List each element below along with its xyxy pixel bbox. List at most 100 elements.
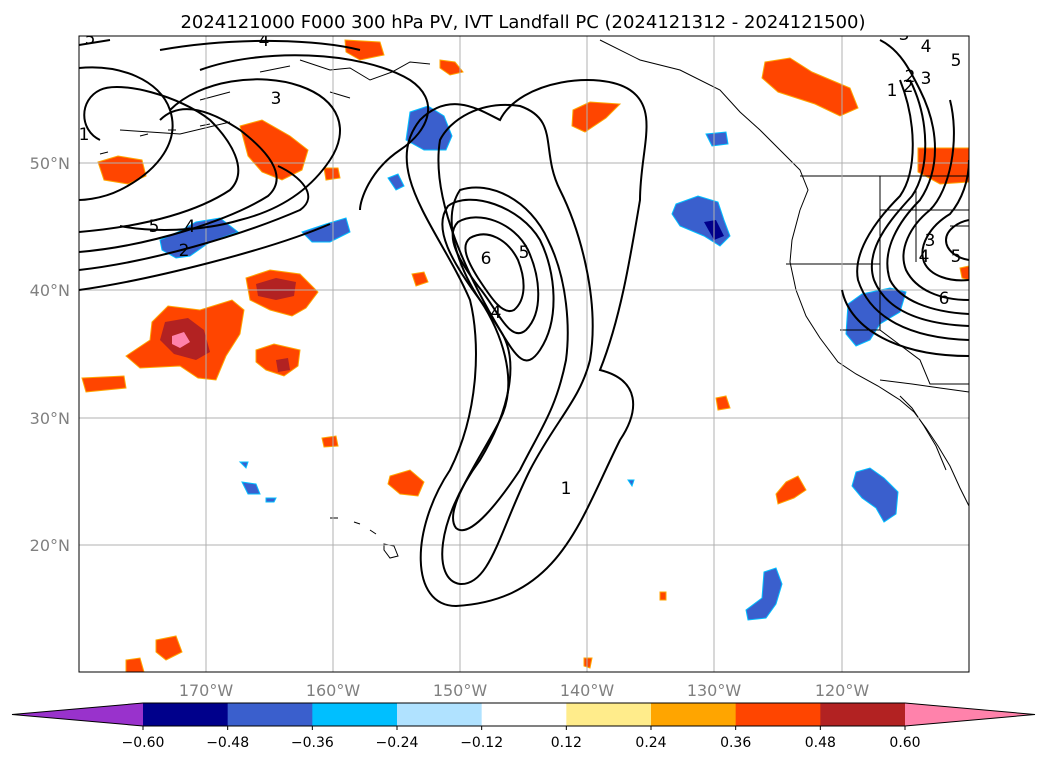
pv-positive-patch <box>387 469 425 497</box>
lon-tick-label: 140°W <box>560 681 615 700</box>
coastlines <box>99 39 969 559</box>
map-frame <box>78 35 970 673</box>
alaska-coast <box>119 59 431 135</box>
contour-label: 4 <box>921 37 932 57</box>
contour-label: 2 <box>905 67 916 87</box>
contour-line <box>944 219 969 261</box>
contour-line <box>79 223 331 291</box>
pv-positive-patch <box>761 57 859 117</box>
contour-label: 4 <box>259 31 270 51</box>
contour-label: 4 <box>919 247 930 267</box>
contour-line <box>451 216 540 335</box>
lon-tick-label: 150°W <box>433 681 488 700</box>
pv-positive-patch <box>155 635 183 661</box>
contour-label: 5 <box>951 247 962 267</box>
pv-positive-patch <box>571 101 622 133</box>
pv-negative-patch <box>851 467 899 523</box>
colorbar-tick-label: −0.24 <box>376 735 419 751</box>
lat-tick-label: 40°N <box>30 281 70 300</box>
contour-label: 2 <box>903 77 914 97</box>
contour-label: 3 <box>271 89 282 109</box>
pv-negative-patch <box>705 131 729 147</box>
lat-tick-label: 30°N <box>30 409 70 428</box>
pv-positive-patch <box>659 591 667 601</box>
lat-tick-labels: 20°N 30°N 40°N 50°N <box>30 154 70 555</box>
chart-title: 2024121000 F000 300 hPa PV, IVT Landfall… <box>180 12 865 33</box>
colorbar-tick-label: −0.36 <box>291 735 334 751</box>
contour-label: 5 <box>951 51 962 71</box>
us-mexico-border <box>879 379 969 393</box>
colorbar-tick-label: 0.60 <box>889 735 920 751</box>
contour-label: 3 <box>925 231 936 251</box>
contour-label: 2 <box>179 241 190 261</box>
alaska-panhandle-coast <box>599 39 809 211</box>
colorbar-bin <box>143 703 229 726</box>
lon-tick-label: 160°W <box>306 681 361 700</box>
contour-line <box>159 39 361 51</box>
contour-line <box>79 66 174 201</box>
pv-negative-patch <box>627 479 635 488</box>
colorbar: −0.60 −0.48 −0.36 −0.24 −0.12 0.12 0.24 0.36 0.4… <box>11 702 1036 751</box>
contour-line <box>79 165 310 271</box>
baja-coast <box>899 395 947 471</box>
pv-positive-patch <box>321 435 339 448</box>
contour-line <box>405 79 648 608</box>
colorbar-tick-label: 0.48 <box>805 735 836 751</box>
lon-tick-labels: 170°W 160°W 150°W 140°W 130°W 120°W <box>179 681 870 700</box>
colorbar-bin <box>566 703 652 726</box>
pv-positive-patch <box>344 39 385 61</box>
pv-positive-patch <box>715 395 731 411</box>
pv-peak-positive-core <box>172 332 190 348</box>
contour-line <box>79 39 111 46</box>
pv-positive-patch <box>775 475 807 505</box>
contour-label: 3 <box>899 25 910 45</box>
colorbar-bin <box>227 703 313 726</box>
hawaii-islands <box>330 517 399 559</box>
colorbar-extend-high <box>905 703 1035 726</box>
pv-negative-patch <box>387 173 405 191</box>
pv-positive-patch <box>125 657 145 672</box>
pv-strong-positive-core <box>276 358 290 372</box>
pv-negative-patch <box>265 497 277 503</box>
contour-line <box>879 39 969 315</box>
contour-label: 5 <box>149 217 160 237</box>
pv-positive-patch <box>583 657 593 669</box>
colorbar-bin <box>735 703 821 726</box>
gridlines <box>79 36 969 672</box>
lon-tick-label: 170°W <box>179 681 234 700</box>
contour-line <box>79 108 278 253</box>
pv-negative-patch <box>238 461 249 469</box>
contour-line <box>464 233 525 313</box>
lon-tick-label: 120°W <box>815 681 870 700</box>
pv-positive-patch <box>959 265 969 281</box>
pv-positive-patch <box>81 375 127 393</box>
contour-labels: 5 4 3 2 1 6 5 4 3 1 5 4 2 3 4 5 6 3 2 1 <box>79 25 962 499</box>
pv-positive-patch <box>239 119 309 181</box>
contour-line <box>870 79 969 327</box>
contour-line <box>856 79 969 341</box>
contour-label: 6 <box>481 249 492 269</box>
north-america-west-coast <box>789 209 969 507</box>
contour-label: 4 <box>185 217 196 237</box>
contour-line <box>79 86 240 233</box>
lat-tick-label: 20°N <box>30 536 70 555</box>
pv-positive-patch <box>411 271 429 287</box>
colorbar-tick-label: −0.12 <box>460 735 503 751</box>
contour-label: 1 <box>79 125 90 145</box>
colorbar-tick-label: 0.36 <box>720 735 751 751</box>
pv-positive-patch <box>439 59 464 76</box>
contour-line <box>902 99 969 301</box>
colorbar-bin <box>481 703 567 726</box>
pv-positive-patch <box>323 167 341 181</box>
us-state-border <box>786 176 969 385</box>
ivt-contours <box>79 39 969 608</box>
contour-line <box>437 103 594 586</box>
lon-tick-label: 130°W <box>687 681 742 700</box>
aleutian-islands <box>99 123 211 155</box>
contour-label: 3 <box>921 69 932 89</box>
contour-line <box>841 289 969 357</box>
contour-line <box>199 54 429 211</box>
contour-label: 5 <box>85 29 96 49</box>
pv-strong-positive-core <box>256 278 296 300</box>
